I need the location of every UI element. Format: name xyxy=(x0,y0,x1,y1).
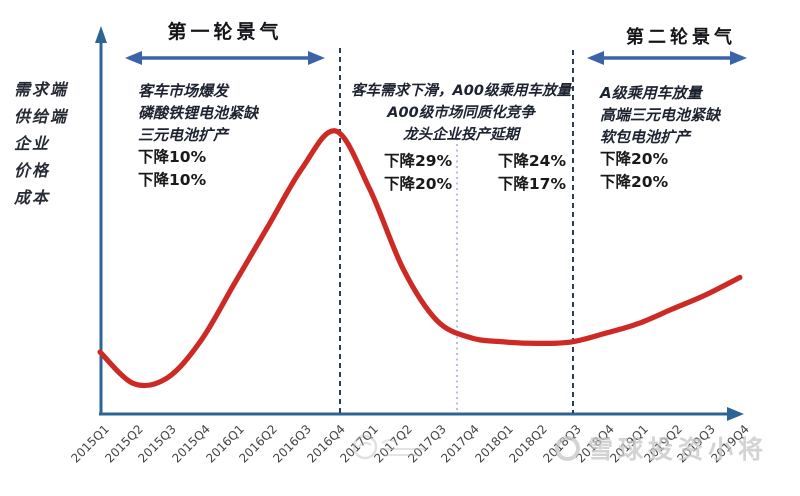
pct-line: 下降29% xyxy=(384,152,453,170)
y-caption-line: 价格 xyxy=(14,161,51,180)
annotation-line: 龙头企业投产延期 xyxy=(403,127,519,143)
y-caption-line: 需求端 xyxy=(14,80,69,99)
cycle2-span-arrow-icon xyxy=(587,51,747,65)
pct-line: 下降20% xyxy=(600,150,669,168)
cycle2-title: 第二轮景气 xyxy=(626,27,736,48)
phase1-annotation: 客车市场爆发 磷酸铁锂电池紧缺 三元电池扩产 下降10% 下降10% xyxy=(138,80,258,192)
y-axis-caption: 需求端 供给端 企业 价格 成本 xyxy=(14,76,98,211)
annotation-line: 软包电池扩产 xyxy=(600,128,691,146)
phase2-annotation: A级乘用车放量 高端三元电池紧缺 软包电池扩产 下降20% 下降20% xyxy=(600,82,720,194)
annotation-line: 磷酸铁锂电池紧缺 xyxy=(138,104,259,122)
pct-line: 下降17% xyxy=(497,175,566,193)
cycle1-title: 第一轮景气 xyxy=(167,21,283,43)
y-caption-line: 企业 xyxy=(14,134,51,153)
annotation-line: 高端三元电池紧缺 xyxy=(600,106,721,124)
transition-annotation: 客车需求下滑，A00级乘用车放量 A00级市场同质化竞争 龙头企业投产延期 下降… xyxy=(348,80,574,196)
annotation-line: 三元电池扩产 xyxy=(138,126,229,144)
pct-columns: 下降29% 下降20% 下降24% 下降17% xyxy=(348,146,574,196)
pct-column-right: 下降24% 下降17% xyxy=(498,150,566,196)
annotation-line: 客车需求下滑，A00级乘用车放量 xyxy=(351,83,571,99)
pct-line: 下降20% xyxy=(384,175,453,193)
cycle1-span-arrow-icon xyxy=(125,51,325,65)
y-caption-line: 供给端 xyxy=(14,107,69,126)
y-axis-arrow-icon xyxy=(95,26,107,43)
pct-column-left: 下降29% 下降20% xyxy=(384,150,452,196)
pct-line: 下降10% xyxy=(138,148,207,166)
pct-line: 下降10% xyxy=(138,171,207,189)
x-axis-arrow-icon xyxy=(727,407,744,421)
pct-line: 下降20% xyxy=(600,173,669,191)
annotation-line: A00级市场同质化竞争 xyxy=(387,105,535,121)
annotation-line: A级乘用车放量 xyxy=(600,84,702,102)
pct-line: 下降24% xyxy=(497,152,566,170)
annotation-line: 客车市场爆发 xyxy=(138,82,229,100)
prosperity-curve xyxy=(97,128,743,389)
y-caption-line: 成本 xyxy=(14,188,51,207)
